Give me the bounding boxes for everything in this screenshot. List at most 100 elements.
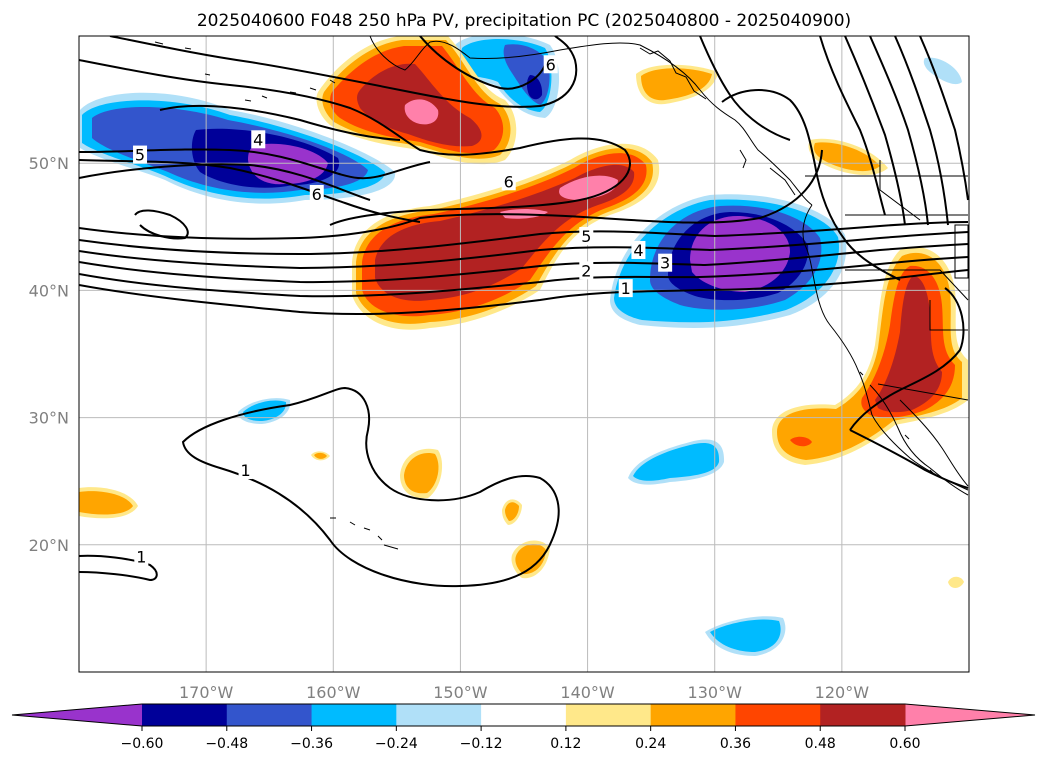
contour-label: 1 <box>240 461 250 480</box>
x-tick-label: 140°W <box>560 683 615 702</box>
baja-islands <box>859 371 934 474</box>
figure-title: 2025040600 F048 250 hPa PV, precipitatio… <box>197 11 851 31</box>
pv-contour-southwest-loop <box>181 386 560 588</box>
pv-contour-east-5 <box>894 36 949 226</box>
colorbar-segment <box>226 704 313 726</box>
colorbar-tick-label: −0.24 <box>375 736 418 752</box>
colorbar-segment <box>396 704 482 726</box>
pv-contour-southwest-2 <box>79 554 158 582</box>
pv-contour-north-6 <box>159 104 401 141</box>
colorbar-tick-label: −0.60 <box>121 736 164 752</box>
alaska-panhandle <box>639 47 707 100</box>
contour-label-bg <box>134 547 149 566</box>
pos-anomaly-central <box>352 143 660 330</box>
contour-label-bg <box>658 253 673 272</box>
colorbar-tick-label: −0.48 <box>205 736 248 752</box>
contour-label-bg <box>238 461 253 480</box>
colorbar-extend-high <box>905 704 1035 726</box>
fill-pos024 <box>404 453 439 494</box>
coastline-alaska <box>369 36 813 206</box>
fill-pos036 <box>790 436 812 447</box>
fill-pos012 <box>948 576 964 588</box>
fill-neg024 <box>633 443 720 481</box>
colorbar-tick-label: 0.48 <box>805 736 836 752</box>
pv-contour-east-3 <box>844 36 906 226</box>
contour-label-bg <box>251 130 266 149</box>
coastline-bc <box>802 204 969 491</box>
contour-label-bg <box>631 240 646 259</box>
neg-anomaly-north <box>452 36 962 118</box>
x-tick-label: 150°W <box>433 683 488 702</box>
contour-label: 2 <box>581 261 591 280</box>
fill-pos024 <box>515 544 546 575</box>
contour-label: 6 <box>546 55 556 74</box>
pos-anomaly-north <box>316 36 888 176</box>
contour-label: 6 <box>504 172 514 191</box>
contour-label: 5 <box>135 146 145 165</box>
fill-pos024 <box>79 491 133 515</box>
colorbar-segment <box>311 704 397 726</box>
fill-pos024 <box>813 142 880 172</box>
fill-pos024 <box>314 452 327 459</box>
coastline-baja <box>869 384 969 496</box>
aleutian-islands <box>154 41 336 102</box>
x-axis-tick-labels: 170°W 160°W 150°W 140°W 130°W 120°W <box>179 683 869 702</box>
pv-contour-southeast-1 <box>849 287 965 431</box>
pv-contour-band-6 <box>79 149 823 240</box>
border-state-4 <box>929 300 968 331</box>
colorbar-tick-label: 0.60 <box>889 736 920 752</box>
pv-contour-north-3 <box>79 163 371 201</box>
border-state-2 <box>845 269 969 301</box>
pv-contour-east-6 <box>919 36 969 201</box>
y-axis-tick-labels: 20°N 30°N 40°N 50°N <box>29 154 69 555</box>
contour-label-bg <box>543 55 558 74</box>
fill-pos024 <box>505 502 519 521</box>
x-tick-label: 120°W <box>815 683 870 702</box>
colorbar-segment <box>735 704 821 726</box>
contour-label-bg <box>501 172 516 191</box>
pv-contour-east-1 <box>721 89 901 281</box>
contour-label-bg <box>133 145 148 164</box>
pv-contour-southeast-2 <box>849 429 969 489</box>
pv-contour-band-4 <box>79 231 969 270</box>
pv-contour-small-1 <box>134 209 189 240</box>
haida-gwaii <box>739 149 747 169</box>
y-tick-label: 40°N <box>29 281 69 300</box>
contour-label: 5 <box>581 227 591 246</box>
colorbar-tick-label: −0.36 <box>290 736 333 752</box>
fill-neg012 <box>923 57 962 85</box>
border-state-3 <box>879 160 921 221</box>
coastlines <box>154 36 969 550</box>
contour-label: 1 <box>136 548 146 567</box>
contour-label: 4 <box>633 241 643 260</box>
border-us-mexico <box>877 383 969 401</box>
pv-contour-north-5 <box>109 36 578 108</box>
pos-anomaly-south <box>79 448 964 588</box>
x-tick-label: 130°W <box>688 683 743 702</box>
colorbar-tick-label: 0.36 <box>720 736 751 752</box>
pv-contour-north-7 <box>419 36 546 90</box>
contour-label: 6 <box>312 185 322 204</box>
fill-neg024 <box>243 400 287 421</box>
border-state-5 <box>954 224 969 279</box>
contour-label-bg <box>579 226 594 245</box>
colorbar-tick-label: −0.12 <box>460 736 503 752</box>
contour-label: 4 <box>253 130 263 149</box>
fill-neg024 <box>710 619 781 652</box>
colorbar-tick-label: 0.24 <box>635 736 666 752</box>
colorbar: −0.60 −0.48 −0.36 −0.24 −0.12 0.12 0.24 0.36 0.4… <box>11 703 1036 752</box>
pv-contour-east-2 <box>819 36 886 216</box>
x-tick-label: 160°W <box>306 683 361 702</box>
coastline-mexico <box>899 399 969 487</box>
map-frame <box>78 35 970 673</box>
contour-label-bg <box>309 185 324 203</box>
y-tick-label: 30°N <box>29 409 69 428</box>
colorbar-segment <box>142 704 228 726</box>
fill-pos060 <box>404 99 439 125</box>
y-tick-label: 50°N <box>29 154 69 173</box>
hawaii-islands <box>330 517 399 550</box>
x-tick-label: 170°W <box>179 683 234 702</box>
